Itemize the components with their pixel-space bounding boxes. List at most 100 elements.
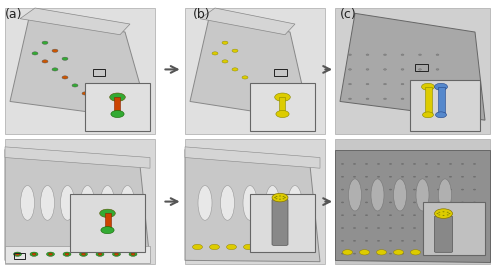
Bar <box>250 83 315 131</box>
Circle shape <box>413 189 416 190</box>
Circle shape <box>377 189 380 190</box>
Circle shape <box>413 202 416 203</box>
Circle shape <box>341 202 344 203</box>
Circle shape <box>100 209 116 218</box>
Ellipse shape <box>288 186 302 220</box>
Bar <box>70 194 145 252</box>
Circle shape <box>341 163 344 165</box>
Ellipse shape <box>220 186 234 220</box>
Bar <box>185 139 325 264</box>
Ellipse shape <box>394 179 406 211</box>
Circle shape <box>401 176 404 178</box>
Circle shape <box>401 214 404 216</box>
Circle shape <box>112 252 120 256</box>
Circle shape <box>437 202 440 203</box>
Bar <box>92 69 105 76</box>
Circle shape <box>436 83 439 85</box>
FancyArrowPatch shape <box>166 66 177 73</box>
Circle shape <box>252 84 258 87</box>
Circle shape <box>473 176 476 178</box>
Circle shape <box>365 163 368 165</box>
Circle shape <box>401 202 404 203</box>
Circle shape <box>461 240 464 242</box>
Circle shape <box>131 253 135 255</box>
Bar <box>85 83 150 131</box>
Circle shape <box>461 202 464 203</box>
Circle shape <box>425 176 428 178</box>
Bar <box>274 69 286 76</box>
Circle shape <box>192 244 202 250</box>
Circle shape <box>446 214 448 215</box>
Bar <box>415 64 428 71</box>
Circle shape <box>425 163 428 165</box>
Circle shape <box>461 214 464 216</box>
Text: (b): (b) <box>192 8 210 21</box>
Circle shape <box>384 98 386 100</box>
Ellipse shape <box>100 186 114 220</box>
Circle shape <box>48 253 52 255</box>
Circle shape <box>434 209 452 218</box>
Ellipse shape <box>266 186 280 220</box>
Circle shape <box>449 163 452 165</box>
Circle shape <box>226 244 236 250</box>
Ellipse shape <box>80 186 94 220</box>
Circle shape <box>282 196 284 197</box>
Circle shape <box>425 214 428 216</box>
Circle shape <box>461 163 464 165</box>
Bar <box>335 8 490 134</box>
Text: (c): (c) <box>340 8 357 21</box>
Circle shape <box>62 76 68 79</box>
Circle shape <box>341 253 344 254</box>
Circle shape <box>365 227 368 229</box>
Circle shape <box>341 176 344 178</box>
Circle shape <box>413 253 416 254</box>
Polygon shape <box>185 150 320 262</box>
Circle shape <box>342 250 352 255</box>
Circle shape <box>365 214 368 216</box>
Circle shape <box>425 227 428 229</box>
Circle shape <box>425 240 428 242</box>
Circle shape <box>82 253 86 255</box>
Circle shape <box>348 69 352 70</box>
Circle shape <box>244 244 254 250</box>
Circle shape <box>262 92 268 95</box>
FancyBboxPatch shape <box>272 199 288 245</box>
Circle shape <box>473 253 476 254</box>
Bar <box>5 8 155 134</box>
Circle shape <box>436 98 439 100</box>
Circle shape <box>461 227 464 229</box>
Circle shape <box>279 195 281 197</box>
Circle shape <box>422 83 434 90</box>
Bar <box>114 97 120 113</box>
Circle shape <box>65 253 69 255</box>
Ellipse shape <box>416 179 429 211</box>
Circle shape <box>473 240 476 242</box>
Circle shape <box>62 57 68 60</box>
Circle shape <box>366 69 369 70</box>
FancyBboxPatch shape <box>434 216 452 252</box>
Polygon shape <box>335 150 490 262</box>
Polygon shape <box>190 13 310 120</box>
Bar <box>335 139 490 264</box>
Circle shape <box>462 250 471 255</box>
Circle shape <box>422 112 434 118</box>
Circle shape <box>444 250 454 255</box>
Circle shape <box>222 60 228 63</box>
Circle shape <box>365 253 368 254</box>
Circle shape <box>473 202 476 203</box>
Ellipse shape <box>243 186 257 220</box>
Circle shape <box>437 176 440 178</box>
Bar <box>422 202 485 255</box>
Circle shape <box>276 198 278 199</box>
Circle shape <box>353 253 356 254</box>
Bar <box>424 87 432 113</box>
Circle shape <box>348 54 352 56</box>
Polygon shape <box>200 8 295 35</box>
Circle shape <box>353 163 356 165</box>
Circle shape <box>461 189 464 190</box>
Circle shape <box>129 252 137 256</box>
Circle shape <box>389 240 392 242</box>
Circle shape <box>437 163 440 165</box>
Circle shape <box>278 244 287 250</box>
Circle shape <box>410 250 420 255</box>
